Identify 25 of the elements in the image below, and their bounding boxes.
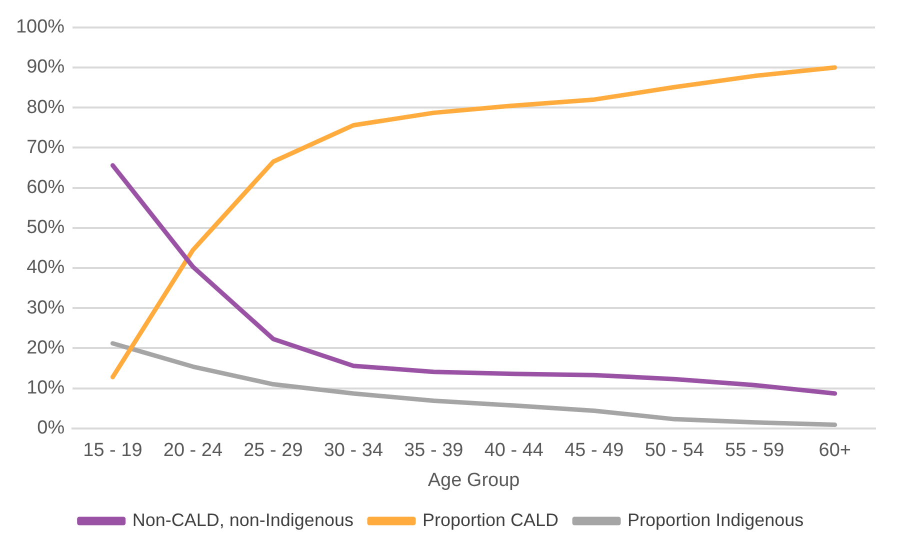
y-tick-label: 100% — [16, 16, 65, 38]
y-tick-label: 80% — [26, 96, 65, 118]
y-tick-label: 0% — [37, 418, 65, 439]
x-tick-label: 35 - 39 — [404, 440, 464, 462]
y-tick-label: 60% — [26, 177, 65, 198]
x-tick-label: 45 - 49 — [564, 440, 624, 462]
y-tick-label: 20% — [26, 337, 65, 358]
x-tick-label: 20 - 24 — [163, 440, 223, 462]
legend-label: Proportion Indigenous — [628, 510, 804, 530]
y-tick-label: 90% — [26, 56, 65, 78]
y-tick-label: 50% — [26, 217, 65, 238]
y-tick-label: 30% — [26, 297, 65, 318]
y-tick-label: 40% — [26, 257, 65, 278]
x-tick-label: 50 - 54 — [644, 440, 704, 462]
x-axis-title: Age Group — [428, 470, 520, 491]
x-tick-label: 55 - 59 — [725, 440, 784, 462]
y-tick-label: 70% — [26, 136, 65, 158]
x-tick-label: 40 - 44 — [484, 440, 544, 462]
x-tick-label: 60+ — [818, 440, 851, 462]
y-tick-label: 10% — [26, 378, 65, 399]
x-tick-label: 30 - 34 — [324, 440, 384, 462]
x-tick-label: 15 - 19 — [83, 440, 142, 462]
legend-label: Non-CALD, non-Indigenous — [132, 510, 354, 530]
x-tick-label: 25 - 29 — [244, 440, 303, 462]
legend-label: Proportion CALD — [422, 510, 559, 530]
